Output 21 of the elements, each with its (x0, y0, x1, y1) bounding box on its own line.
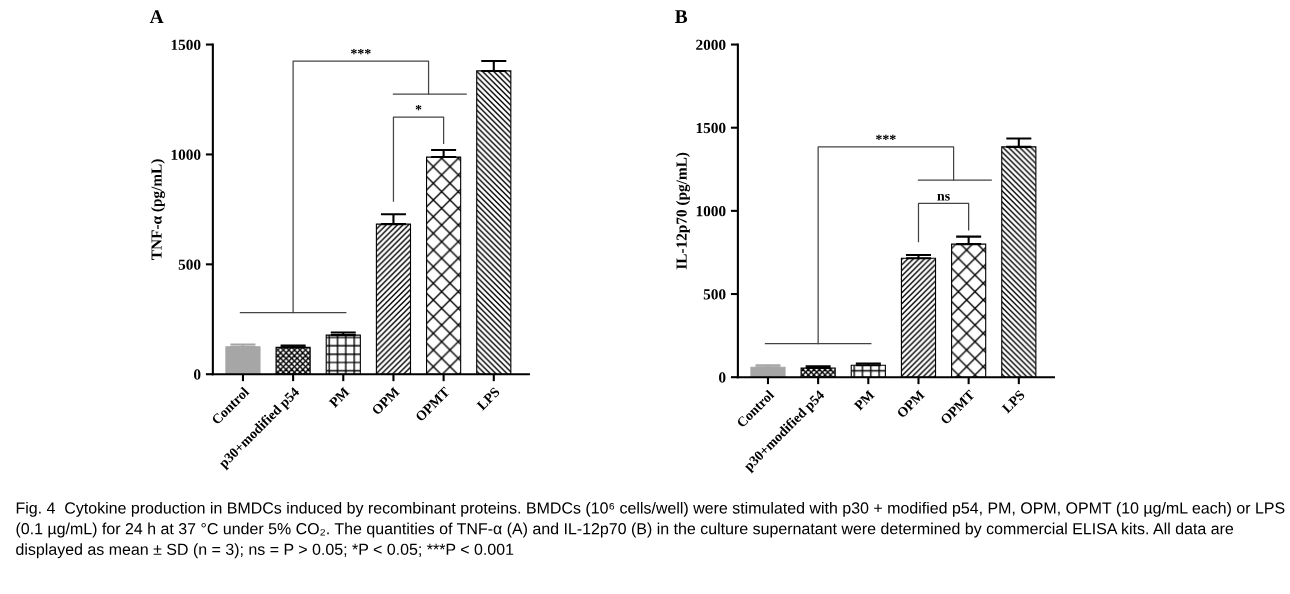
y-tick-label: 500 (703, 289, 726, 300)
annotation: *** (876, 134, 896, 140)
y-tick-label: 1500 (696, 122, 726, 134)
y-axis-title: IL-12p70 (pg/mL) (675, 152, 690, 270)
y-axis-title: TNF-α (pg/mL) (150, 159, 165, 260)
x-tick-label: PM (328, 386, 350, 408)
y-tick-label: 500 (178, 259, 201, 270)
y-tick-label: 0 (193, 369, 201, 380)
x-tick-label: PM (853, 389, 875, 411)
y-tick-label: 2000 (696, 39, 726, 50)
annotation: *** (351, 48, 371, 55)
caption: Fig. 4 Cytokine production in BMDCs induced by recombinant proteins. BMDCs (10⁶ cells/well) were stimulated with p30 + modified p54, PM, OPM, OPMT (10 µg/mL each) or LPS (0.1 µg/mL) for 24 h at 37 °C under 5% CO₂. The quantities of TNF-α (A) and IL-12p70 (B) in the culture supernatant were determined by commercial ELISA kits. All data are displayed as mean ± SD (n = 3); ns = P > 0.05; *P < 0.05; ***P < 0.001 (16, 501, 1285, 559)
y-tick-label: 0 (719, 372, 726, 383)
y-tick-label: 1000 (171, 149, 201, 160)
annotation: ns (937, 193, 950, 201)
y-tick-label: 1000 (696, 206, 726, 217)
y-tick-label: 1500 (171, 39, 201, 50)
chart-title: A (149, 10, 164, 24)
annotation: * (415, 104, 422, 111)
bar (225, 346, 261, 375)
chart-title: B (674, 10, 688, 23)
